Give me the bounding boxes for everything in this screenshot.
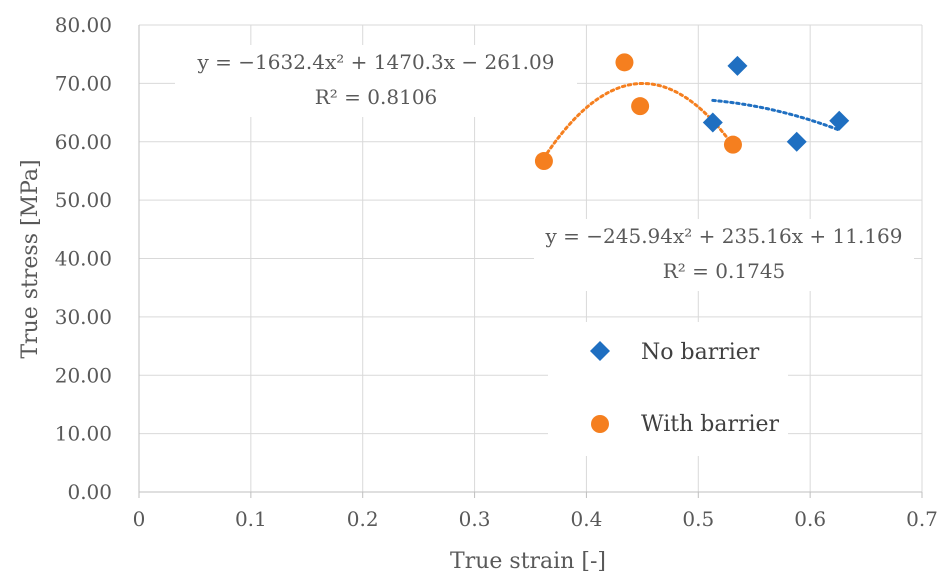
x-tick-label: 0.5 — [682, 507, 714, 531]
y-tick-label: 30.00 — [55, 305, 112, 329]
point-no-barrier — [702, 112, 723, 133]
trendlines — [542, 81, 841, 160]
x-tick-label: 0.1 — [235, 507, 267, 531]
x-tick-label: 0.2 — [347, 507, 379, 531]
legend-background — [548, 322, 788, 456]
equation-background-no-barrier — [534, 219, 914, 291]
point-no-barrier — [786, 131, 807, 152]
trendline-with-barrier — [542, 81, 735, 160]
point-with-barrier — [534, 152, 553, 171]
y-tick-label: 20.00 — [55, 363, 112, 387]
data-points — [534, 53, 850, 171]
point-no-barrier — [829, 110, 850, 131]
y-tick-labels: 0.00 10.00 20.00 30.00 40.00 50.00 60.00 70.00 8… — [55, 13, 112, 504]
point-no-barrier — [727, 55, 748, 76]
y-tick-label: 70.00 — [55, 71, 112, 95]
r2-no-barrier: R² = 0.1745 — [663, 259, 786, 283]
r2-with-barrier: R² = 0.8106 — [315, 85, 438, 109]
axes — [138, 25, 923, 498]
x-axis-title: True strain [-] — [450, 549, 606, 574]
point-with-barrier — [723, 135, 742, 154]
point-with-barrier — [631, 97, 650, 116]
trendline-no-barrier — [711, 98, 841, 132]
equation-no-barrier: y = −245.94x² + 235.16x + 11.169 — [545, 224, 903, 248]
x-tick-label: 0 — [133, 507, 146, 531]
equation-with-barrier: y = −1632.4x² + 1470.3x − 261.09 — [197, 50, 555, 74]
equation-label-backgrounds — [175, 45, 914, 291]
y-tick-label: 80.00 — [55, 13, 112, 37]
legend: No barrier With barrier — [548, 322, 788, 456]
legend-label-no-barrier: No barrier — [641, 340, 760, 365]
point-with-barrier — [615, 53, 634, 72]
y-tick-label: 10.00 — [55, 422, 112, 446]
legend-marker-with-barrier — [591, 415, 609, 433]
legend-marker-no-barrier — [590, 341, 610, 361]
y-tick-label: 0.00 — [67, 480, 112, 504]
x-tick-label: 0.4 — [571, 507, 603, 531]
y-axis-title: True stress [MPa] — [18, 159, 43, 358]
y-tick-label: 60.00 — [55, 130, 112, 154]
legend-label-with-barrier: With barrier — [641, 412, 780, 437]
x-tick-label: 0.3 — [459, 507, 491, 531]
equation-background-with-barrier — [175, 45, 577, 117]
x-tick-label: 0.6 — [794, 507, 826, 531]
x-tick-labels: 0 0.1 0.2 0.3 0.4 0.5 0.6 0.7 — [133, 507, 938, 531]
y-tick-label: 40.00 — [55, 247, 112, 271]
y-tick-label: 50.00 — [55, 188, 112, 212]
x-tick-label: 0.7 — [906, 507, 938, 531]
